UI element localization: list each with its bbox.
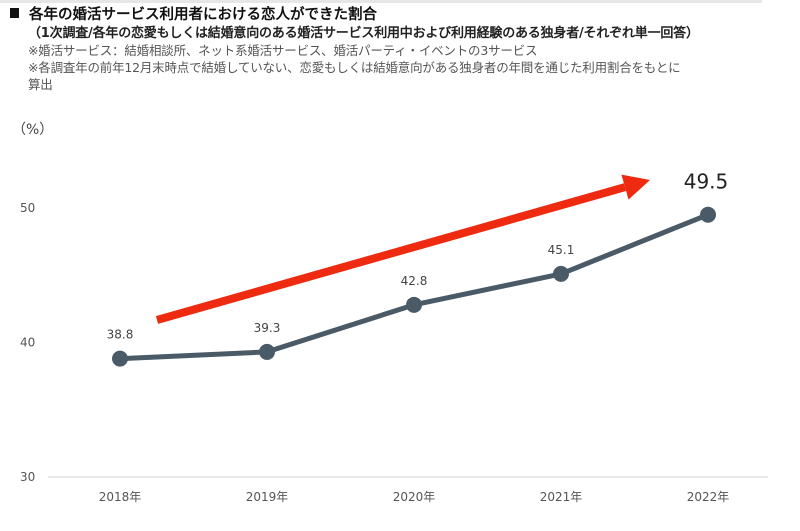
trend-arrow xyxy=(155,174,650,324)
trend-arrow-head xyxy=(621,174,650,200)
chart-title: 各年の婚活サービス利用者における恋人ができた割合 xyxy=(8,6,798,25)
data-label: 39.3 xyxy=(254,321,281,335)
chart-subtitle: （1次調査/各年の恋愛もしくは結婚意向のある婚活サービス利用中および利用経験のあ… xyxy=(28,26,699,41)
data-point xyxy=(700,206,716,223)
y-tick-label: 30 xyxy=(20,470,35,484)
square-bullet-icon xyxy=(10,8,19,18)
y-axis-ticks: 30 40 50 xyxy=(20,201,35,484)
chart-note-2: ※各調査年の前年12月末時点で結婚していない、恋愛もしくは結婚意向がある独身者の… xyxy=(28,60,681,75)
chart-header: 各年の婚活サービス利用者における恋人ができた割合 （1次調査/各年の恋愛もしくは… xyxy=(8,6,798,93)
y-axis-unit-label: （%） xyxy=(12,122,53,138)
top-divider xyxy=(0,0,762,3)
x-tick-label: 2022年 xyxy=(687,490,730,504)
data-point xyxy=(553,265,569,282)
trend-arrow-shaft xyxy=(155,183,627,324)
chart-note-1: ※婚活サービス：結婚相談所、ネット系婚活サービス、婚活パーティ・イベントの3サー… xyxy=(28,43,538,58)
data-point xyxy=(259,343,275,360)
x-tick-label: 2021年 xyxy=(540,490,583,504)
data-label: 45.1 xyxy=(548,243,575,257)
x-tick-label: 2018年 xyxy=(99,490,142,504)
series-line-group xyxy=(112,206,716,367)
x-tick-label: 2019年 xyxy=(246,490,289,504)
x-tick-label: 2020年 xyxy=(393,490,436,504)
data-point xyxy=(112,350,128,367)
y-tick-label: 50 xyxy=(20,201,35,215)
y-tick-label: 40 xyxy=(20,336,35,350)
chart-note-3: 算出 xyxy=(28,77,53,92)
data-label: 42.8 xyxy=(401,274,428,288)
data-label: 38.8 xyxy=(107,328,134,342)
data-labels: 38.8 39.3 42.8 45.1 49.5 xyxy=(107,170,729,342)
data-point xyxy=(406,296,422,313)
data-label: 49.5 xyxy=(684,170,729,194)
x-axis-ticks: 2018年 2019年 2020年 2021年 2022年 xyxy=(99,490,730,504)
chart-title-text: 各年の婚活サービス利用者における恋人ができた割合 xyxy=(29,7,377,23)
